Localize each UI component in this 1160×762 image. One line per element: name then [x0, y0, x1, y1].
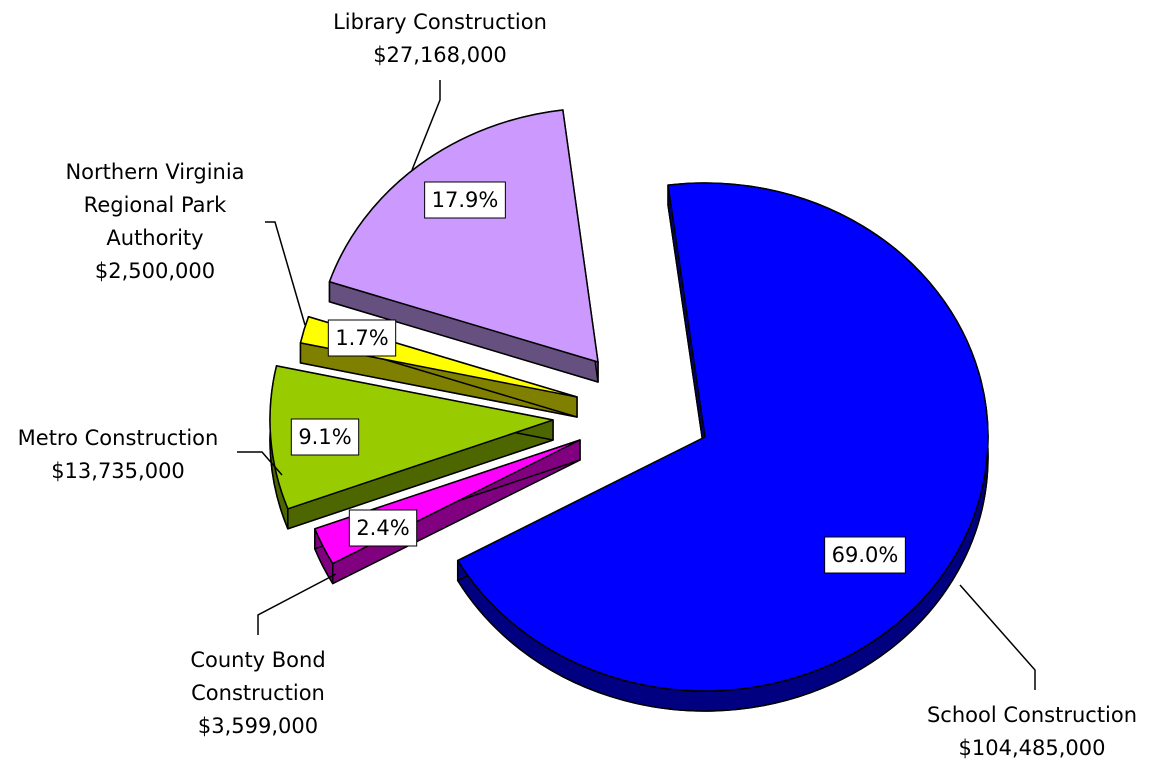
leader-line: [959, 584, 1036, 690]
leader-lines: [237, 80, 1036, 690]
category-label: Metro Construction $13,735,000: [0, 422, 243, 488]
percentage-labels: 69.0% 2.4% 9.1% 1.7% 17.9%: [290, 181, 906, 574]
slice-top: [328, 109, 599, 363]
percentage-box: [424, 181, 506, 219]
percentage-box: [348, 509, 418, 547]
category-label: County Bond Construction $3,599,000: [183, 644, 333, 743]
category-name: Library Construction: [333, 10, 547, 34]
slices: [269, 109, 989, 712]
category-name: School Construction: [926, 703, 1138, 727]
category-name: Metro Construction: [17, 426, 219, 450]
percentage-label: 69.0%: [832, 543, 899, 567]
amount-label: $27,168,000: [373, 43, 507, 67]
category-name: Northern Virginia Regional Park Authorit…: [65, 160, 245, 250]
category-label: Northern Virginia Regional Park Authorit…: [55, 156, 255, 288]
category-name: County Bond Construction: [190, 648, 326, 705]
leader-line: [265, 221, 306, 326]
amount-label: $3,599,000: [197, 714, 319, 738]
percentage-box: [327, 319, 397, 357]
leader-line: [257, 573, 337, 635]
amount-label: $104,485,000: [958, 736, 1106, 760]
category-label: Library Construction $27,168,000: [280, 6, 600, 72]
percentage-label: 17.9%: [432, 188, 499, 212]
percentage-box: [290, 418, 360, 456]
percentage-label: 9.1%: [298, 425, 351, 449]
percentage-label: 1.7%: [335, 326, 388, 350]
leader-line: [237, 451, 283, 476]
amount-label: $13,735,000: [51, 459, 185, 483]
category-label: School Construction $104,485,000: [902, 699, 1160, 762]
slice: [328, 109, 599, 383]
leader-line: [411, 80, 441, 171]
amount-label: $2,500,000: [94, 259, 216, 283]
percentage-label: 2.4%: [356, 516, 409, 540]
slice-top: [269, 365, 554, 510]
percentage-box: [824, 536, 906, 574]
